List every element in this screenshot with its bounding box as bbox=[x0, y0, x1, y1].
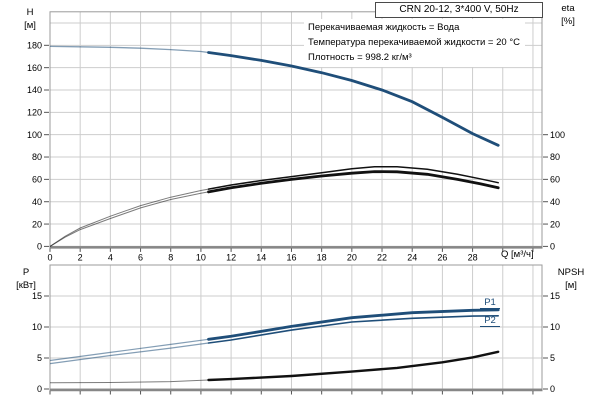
svg-text:5: 5 bbox=[37, 353, 42, 363]
svg-text:0: 0 bbox=[550, 384, 555, 394]
annotation-liquid: Перекачиваемая жидкость = Вода bbox=[308, 22, 460, 33]
svg-text:100: 100 bbox=[550, 130, 565, 140]
svg-text:0: 0 bbox=[47, 252, 52, 262]
svg-text:16: 16 bbox=[286, 252, 296, 262]
annotation-density: Плотность = 998.2 кг/м³ bbox=[308, 52, 412, 63]
svg-text:40: 40 bbox=[550, 197, 560, 207]
svg-text:24: 24 bbox=[407, 252, 417, 262]
svg-text:60: 60 bbox=[32, 175, 42, 185]
svg-text:40: 40 bbox=[32, 197, 42, 207]
svg-text:120: 120 bbox=[27, 108, 42, 118]
head-axis-symbol: H bbox=[26, 7, 34, 18]
npsh-axis-symbol: NPSH bbox=[557, 267, 585, 278]
svg-text:10: 10 bbox=[550, 322, 560, 332]
pump-title-box: CRN 20-12, 3*400 V, 50Hz bbox=[375, 2, 543, 18]
svg-text:28: 28 bbox=[468, 252, 478, 262]
efficiency-axis-symbol: eta bbox=[561, 3, 575, 14]
svg-text:10: 10 bbox=[32, 322, 42, 332]
svg-text:12: 12 bbox=[226, 252, 236, 262]
head-axis-unit: [м] bbox=[24, 20, 36, 31]
svg-text:5: 5 bbox=[550, 353, 555, 363]
svg-text:20: 20 bbox=[550, 219, 560, 229]
svg-text:20: 20 bbox=[347, 252, 357, 262]
svg-text:0: 0 bbox=[550, 242, 555, 252]
efficiency-axis-label: eta [%] bbox=[548, 2, 588, 28]
svg-text:80: 80 bbox=[32, 152, 42, 162]
svg-text:160: 160 bbox=[27, 63, 42, 73]
npsh-axis-label: NPSH [м] bbox=[548, 266, 594, 292]
p1-curve-label: P1 bbox=[480, 297, 500, 309]
svg-text:80: 80 bbox=[550, 152, 560, 162]
svg-text:18: 18 bbox=[317, 252, 327, 262]
svg-text:15: 15 bbox=[32, 291, 42, 301]
head-axis-label: H [м] bbox=[10, 6, 50, 32]
efficiency-axis-unit: [%] bbox=[561, 16, 575, 27]
annotation-temperature: Температура перекачиваемой жидкости = 20… bbox=[308, 37, 520, 48]
svg-text:100: 100 bbox=[27, 130, 42, 140]
pump-title: CRN 20-12, 3*400 V, 50Hz bbox=[399, 4, 519, 15]
power-axis-label: P [кВт] bbox=[6, 266, 46, 292]
svg-text:2: 2 bbox=[78, 252, 83, 262]
power-axis-unit: [кВт] bbox=[16, 280, 36, 291]
svg-text:26: 26 bbox=[437, 252, 447, 262]
svg-text:140: 140 bbox=[27, 85, 42, 95]
svg-text:14: 14 bbox=[256, 252, 266, 262]
npsh-axis-unit: [м] bbox=[565, 280, 577, 291]
svg-text:8: 8 bbox=[168, 252, 173, 262]
svg-text:60: 60 bbox=[550, 175, 560, 185]
svg-text:0: 0 bbox=[37, 384, 42, 394]
svg-text:20: 20 bbox=[32, 219, 42, 229]
svg-text:4: 4 bbox=[108, 252, 113, 262]
svg-text:10: 10 bbox=[196, 252, 206, 262]
svg-text:180: 180 bbox=[27, 41, 42, 51]
p2-curve-label: P2 bbox=[480, 315, 500, 327]
svg-text:22: 22 bbox=[377, 252, 387, 262]
svg-text:0: 0 bbox=[37, 242, 42, 252]
power-axis-symbol: P bbox=[22, 267, 30, 278]
svg-text:6: 6 bbox=[138, 252, 143, 262]
flow-axis-label: Q [м³/ч] bbox=[501, 249, 534, 260]
svg-text:15: 15 bbox=[550, 291, 560, 301]
liquid-annotations: Перекачиваемая жидкость = Вода Температу… bbox=[304, 19, 525, 67]
